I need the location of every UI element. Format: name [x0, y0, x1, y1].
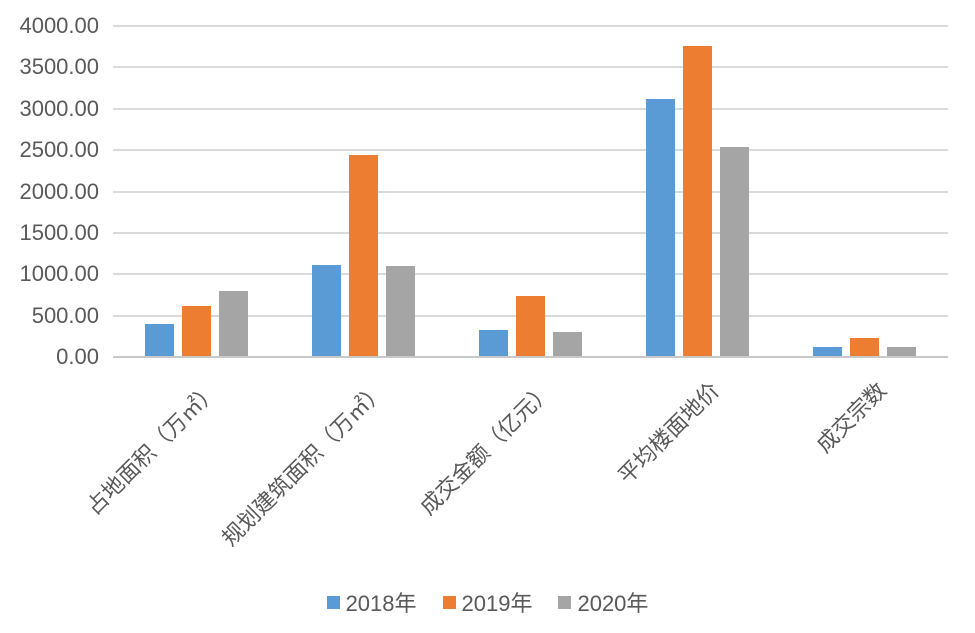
bar-series0-cat3 — [646, 99, 675, 356]
x-axis-label: 平均楼面地价 — [613, 377, 725, 489]
bar-series2-cat2 — [553, 332, 582, 356]
bar-series1-cat3 — [683, 46, 712, 356]
gridline — [113, 149, 948, 152]
bar-series1-cat2 — [516, 296, 545, 356]
y-axis-tick-label: 4000.00 — [19, 13, 99, 38]
bar-series0-cat1 — [312, 265, 341, 356]
bar-series1-cat1 — [349, 155, 378, 356]
y-axis-tick-label: 1000.00 — [19, 261, 99, 287]
gridline — [113, 25, 948, 27]
bar-series1-cat0 — [182, 306, 211, 356]
bar-series2-cat3 — [720, 147, 749, 356]
gridline — [113, 231, 948, 234]
legend-label: 2019年 — [461, 591, 533, 616]
legend-item-2019年: 2019年 — [442, 586, 533, 618]
y-axis-tick-label: 1500.00 — [19, 219, 99, 245]
y-axis-tick-label: 2500.00 — [19, 137, 99, 163]
bar-series0-cat2 — [479, 330, 508, 356]
gridline — [113, 66, 948, 69]
x-axis-label: 规划建筑面积（万㎡） — [217, 377, 391, 551]
legend-label: 2018年 — [345, 591, 417, 616]
y-axis-tick-label: 0.00 — [56, 344, 99, 369]
bar-series2-cat0 — [219, 291, 248, 356]
legend-item-2020年: 2020年 — [558, 586, 648, 618]
gridline — [113, 107, 948, 110]
legend-item-2018年: 2018年 — [326, 586, 417, 618]
legend-swatch-icon — [442, 595, 456, 609]
x-axis-label: 成交金额（亿元） — [415, 377, 558, 520]
bar-series2-cat1 — [386, 266, 415, 356]
legend: 2018年 2019年 2020年 — [0, 586, 975, 618]
legend-label: 2020年 — [577, 591, 649, 616]
legend-swatch-icon — [326, 595, 340, 609]
x-axis-label: 占地面积（万㎡） — [81, 377, 224, 520]
gridline — [113, 190, 948, 193]
legend-swatch-icon — [558, 595, 572, 609]
bar-series0-cat0 — [145, 324, 174, 356]
y-axis-tick-label: 500.00 — [31, 302, 99, 328]
x-axis-line — [113, 356, 948, 358]
x-axis-label: 成交宗数 — [811, 377, 892, 458]
y-axis-tick-label: 3000.00 — [19, 95, 99, 121]
bar-series2-cat4 — [887, 347, 916, 356]
bar-series1-cat4 — [850, 338, 879, 356]
y-axis-tick-label: 3500.00 — [19, 54, 99, 80]
bar-series0-cat4 — [813, 347, 842, 356]
y-axis-tick-label: 2000.00 — [19, 178, 99, 204]
gridline — [113, 273, 948, 276]
